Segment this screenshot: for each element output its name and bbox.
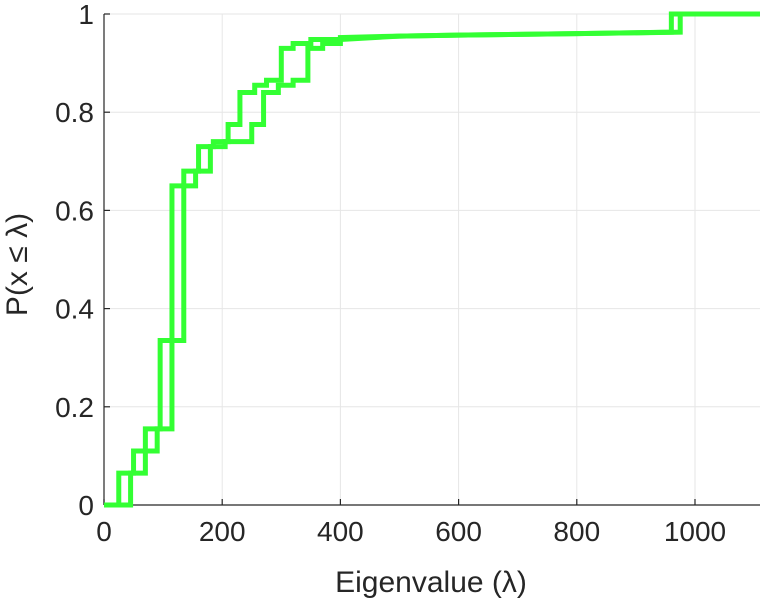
series-line-2 xyxy=(104,11,760,508)
x-axis-label: Eigenvalue (λ) xyxy=(335,566,527,599)
series-line-1 xyxy=(104,11,760,508)
x-tick-label: 0 xyxy=(96,516,112,547)
y-tick-label: 0.2 xyxy=(55,392,94,423)
axes xyxy=(103,13,760,506)
y-tick-label: 0.4 xyxy=(55,294,94,325)
x-tick-label: 1000 xyxy=(664,516,726,547)
x-tick-label: 400 xyxy=(317,516,364,547)
y-tick-label: 0 xyxy=(78,490,94,521)
x-tick-label: 800 xyxy=(553,516,600,547)
y-tick-label: 0.6 xyxy=(55,195,94,226)
y-axis-label: P(x ≤ λ) xyxy=(1,213,34,316)
x-tick-label: 600 xyxy=(435,516,482,547)
tick-labels: 0 200 400 600 800 1000 0 0.2 0.4 0.6 0.8 1 xyxy=(55,0,726,547)
grid xyxy=(104,13,760,505)
x-tick-label: 200 xyxy=(199,516,246,547)
y-tick-label: 1 xyxy=(78,0,94,30)
series-layer xyxy=(104,11,760,508)
y-tick-label: 0.8 xyxy=(55,97,94,128)
